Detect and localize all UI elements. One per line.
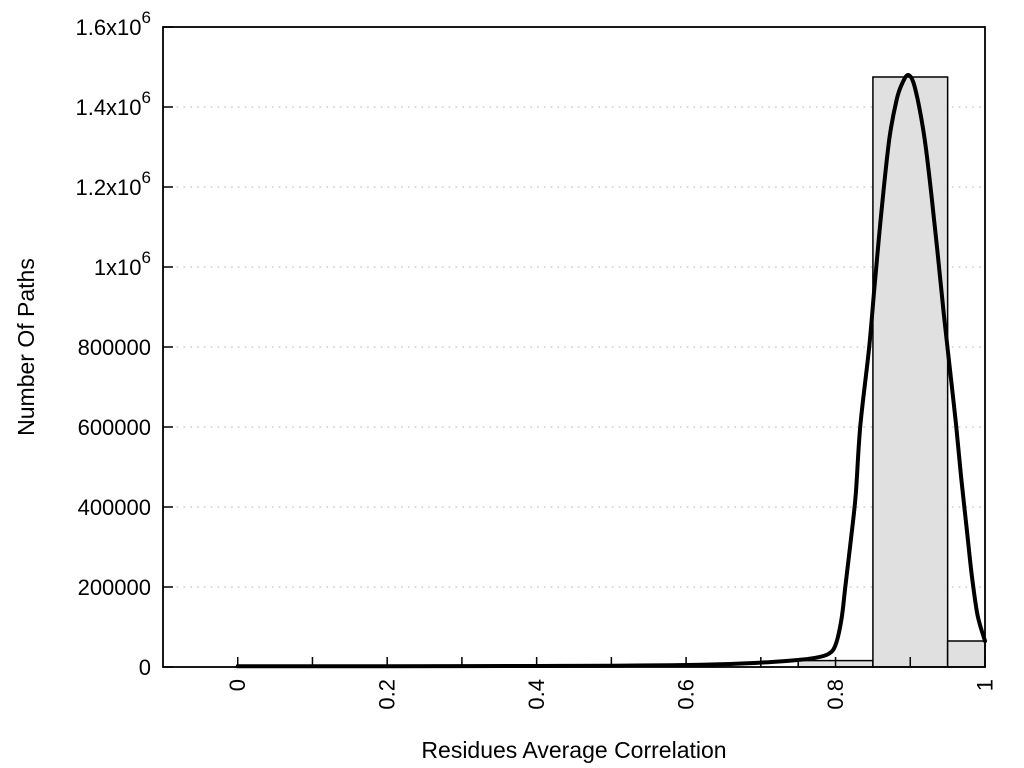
x-tick-label: 0.4 [524, 679, 549, 710]
x-tick-label: 1 [973, 679, 998, 691]
x-tick-label: 0 [225, 679, 250, 691]
y-tick-label: 600000 [78, 415, 151, 440]
histogram-bar [946, 640, 986, 668]
x-axis-title: Residues Average Correlation [421, 737, 726, 763]
fit-curve [235, 73, 987, 669]
y-tick-label: 1.4x106 [75, 88, 151, 120]
y-tick-label: 800000 [78, 335, 151, 360]
histogram-bar [872, 76, 949, 668]
y-tick-label: 1.6x106 [75, 8, 151, 40]
x-tick-label: 0.6 [674, 679, 699, 710]
x-tick-label: 0.2 [375, 679, 400, 710]
y-tick-label: 0 [139, 655, 151, 680]
y-tick-label: 400000 [78, 495, 151, 520]
y-tick-label: 1.2x106 [75, 168, 151, 200]
y-tick-label: 1x106 [94, 248, 151, 280]
y-axis-title: Number Of Paths [13, 258, 39, 436]
x-tick-label: 0.8 [823, 679, 848, 710]
y-tick-label: 200000 [78, 575, 151, 600]
